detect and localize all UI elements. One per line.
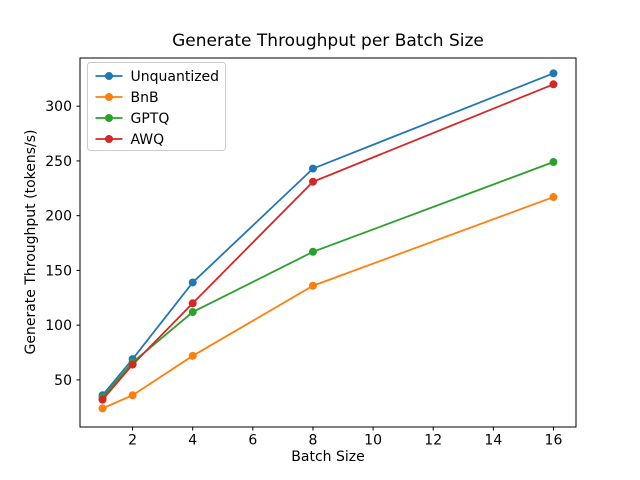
- legend-label: AWQ: [131, 132, 165, 148]
- data-point-unquantized-x8: [308, 164, 317, 173]
- legend-item-bnb: BnB: [95, 90, 159, 106]
- legend-frame: [87, 62, 226, 151]
- data-point-gptq-x8: [308, 247, 317, 256]
- y-tick-label: 50: [54, 373, 72, 389]
- legend-item-awq: AWQ: [95, 132, 165, 148]
- x-tick-label: 6: [248, 433, 257, 449]
- x-tick-label: 10: [364, 433, 382, 449]
- x-tick-label: 14: [484, 433, 502, 449]
- legend-label: Unquantized: [131, 69, 220, 85]
- data-point-unquantized-x16: [549, 69, 558, 78]
- data-point-awq-x4: [188, 299, 197, 308]
- x-tick-label: 16: [545, 433, 563, 449]
- legend: Unquantized BnB GPTQ AWQ: [87, 62, 226, 151]
- legend-marker: [105, 135, 113, 143]
- y-tick-label: 200: [45, 209, 72, 225]
- y-tick-label: 250: [45, 154, 72, 170]
- data-point-bnb-x4: [188, 351, 197, 360]
- chart-title: Generate Throughput per Batch Size: [172, 31, 484, 51]
- data-point-bnb-x8: [308, 281, 317, 290]
- legend-marker: [105, 114, 113, 122]
- plot-area: 2 4 6 8 10 12 14 16 50 100 150 200 250 300: [45, 57, 577, 449]
- legend-item-unquantized: Unquantized: [95, 69, 220, 85]
- data-point-unquantized-x4: [188, 278, 197, 287]
- series-line-bnb: [102, 196, 554, 410]
- data-point-gptq-x16: [549, 158, 558, 167]
- data-point-awq-x1: [98, 395, 107, 404]
- x-tick-label: 12: [424, 433, 442, 449]
- y-tick-label: 100: [45, 318, 72, 334]
- data-point-awq-x8: [308, 177, 317, 186]
- legend-marker: [105, 93, 113, 101]
- data-point-bnb-x2: [128, 391, 137, 400]
- axes-spines: [79, 57, 577, 428]
- data-point-awq-x2: [128, 360, 137, 369]
- legend-item-gptq: GPTQ: [95, 111, 170, 127]
- data-point-gptq-x4: [188, 308, 197, 317]
- x-tick-label: 8: [309, 433, 318, 449]
- legend-marker: [105, 72, 113, 80]
- y-tick-label: 300: [45, 99, 72, 115]
- x-tick-label: 2: [128, 433, 137, 449]
- legend-label: BnB: [131, 90, 159, 106]
- y-axis-label: Generate Throughput (tokens/s): [23, 130, 39, 355]
- data-point-bnb-x16: [549, 193, 558, 202]
- x-tick-label: 4: [188, 433, 197, 449]
- data-point-bnb-x1: [98, 404, 107, 413]
- x-axis-label: Batch Size: [291, 449, 364, 465]
- legend-label: GPTQ: [131, 111, 170, 127]
- data-point-awq-x16: [549, 80, 558, 89]
- y-tick-label: 150: [45, 263, 72, 279]
